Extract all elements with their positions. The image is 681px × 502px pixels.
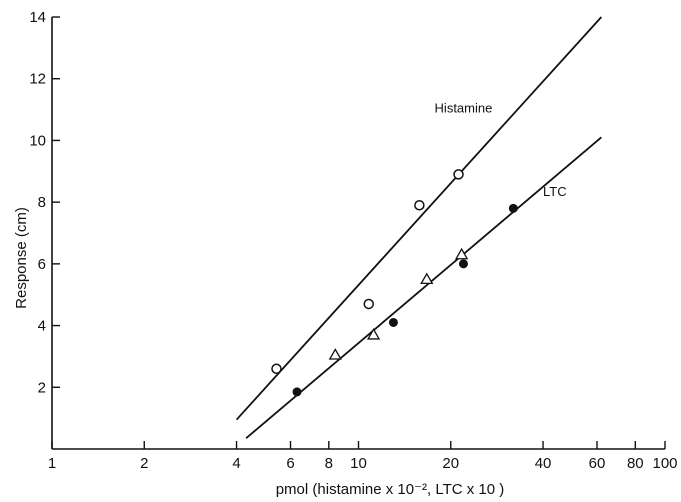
x-tick-label: 40	[535, 455, 552, 472]
x-axis-title: pmol (histamine x 10⁻², LTC x 10 )	[276, 481, 505, 498]
triangle-point	[455, 247, 469, 260]
x-tick-label: 20	[442, 455, 459, 472]
y-tick-label: 2	[38, 379, 46, 396]
fit-lines	[235, 16, 603, 439]
x-ticks: 1 2 4 6 8 10 20 40 60 80 100	[48, 441, 678, 472]
histamine-point	[363, 298, 374, 310]
x-tick-label: 1	[48, 455, 56, 472]
histamine-point	[414, 199, 425, 211]
y-tick-label: 14	[29, 9, 46, 26]
x-tick-label: 2	[140, 455, 148, 472]
data-points	[271, 169, 518, 397]
y-tick-label: 8	[38, 194, 46, 211]
x-tick-label: 4	[232, 455, 240, 472]
ltc-point	[508, 203, 518, 213]
histamine-fit-line	[235, 16, 603, 421]
series-labels: Histamine LTC	[435, 101, 567, 199]
histamine-point	[271, 363, 282, 375]
axes	[51, 17, 665, 450]
ltc-fit-line	[245, 136, 602, 439]
triangle-point	[420, 272, 434, 285]
y-ticks: 2 4 6 8 10 12 14	[29, 9, 60, 396]
histamine-point	[453, 169, 464, 180]
y-tick-label: 6	[38, 256, 46, 273]
y-tick-label: 4	[38, 318, 46, 335]
histamine-label: Histamine	[435, 101, 493, 116]
x-tick-label: 10	[350, 455, 367, 472]
x-tick-label: 6	[286, 455, 294, 472]
y-tick-label: 12	[29, 71, 46, 88]
x-tick-label: 60	[589, 455, 606, 472]
y-axis-title: Response (cm)	[13, 207, 30, 309]
triangle-point	[328, 348, 342, 360]
x-tick-label: 100	[652, 455, 677, 472]
triangle-point	[366, 328, 381, 340]
y-tick-label: 10	[29, 132, 46, 149]
ltc-label: LTC	[543, 184, 567, 199]
ltc-point	[458, 259, 468, 269]
x-tick-label: 8	[325, 455, 333, 472]
ltc-point	[292, 387, 302, 397]
ltc-point	[388, 317, 398, 327]
x-tick-label: 80	[627, 455, 644, 472]
